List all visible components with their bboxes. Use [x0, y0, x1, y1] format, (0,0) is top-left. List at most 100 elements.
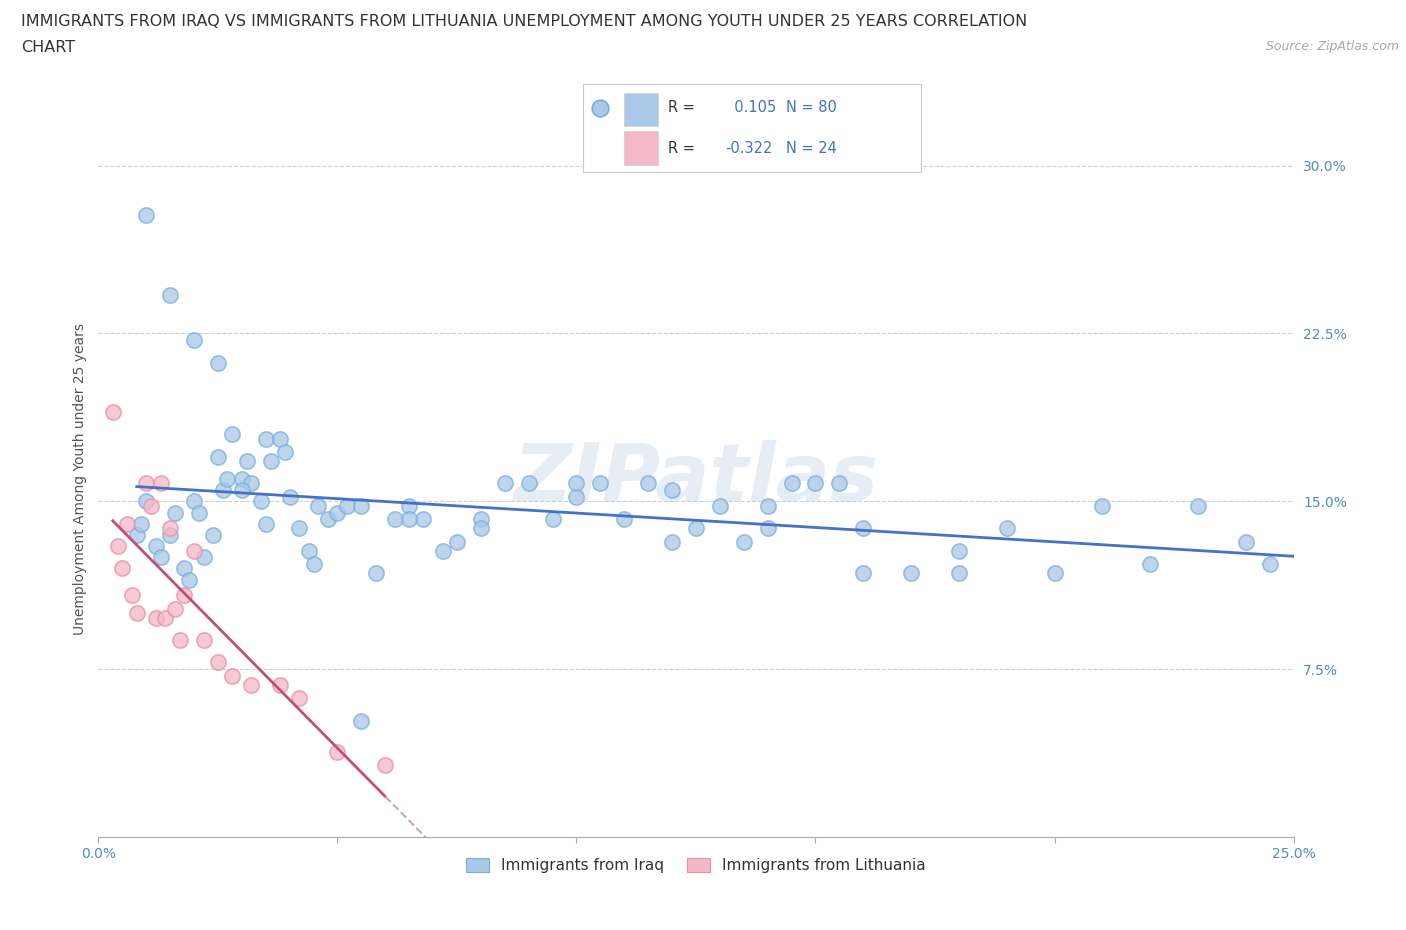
FancyBboxPatch shape	[624, 93, 658, 126]
Point	[254, 432, 277, 446]
Point	[183, 543, 205, 558]
Point	[269, 677, 291, 692]
FancyBboxPatch shape	[624, 131, 658, 165]
Point	[163, 602, 186, 617]
Point	[145, 538, 167, 553]
Point	[135, 494, 157, 509]
Point	[259, 454, 281, 469]
Point	[235, 454, 257, 469]
Point	[326, 745, 349, 760]
Point	[302, 556, 325, 571]
Point	[125, 605, 148, 620]
Point	[231, 483, 253, 498]
Text: R =: R =	[668, 140, 695, 155]
Point	[852, 565, 875, 580]
Point	[240, 677, 263, 692]
Point	[384, 512, 406, 526]
Point	[159, 521, 181, 536]
Point	[135, 207, 157, 222]
Point	[432, 543, 454, 558]
Point	[173, 588, 195, 603]
Point	[350, 498, 373, 513]
Point	[149, 476, 172, 491]
Text: 0.105: 0.105	[725, 100, 776, 115]
Point	[221, 427, 243, 442]
Point	[412, 512, 434, 526]
Point	[589, 476, 612, 491]
Point	[139, 498, 162, 513]
Point	[804, 476, 827, 491]
Point	[179, 572, 201, 587]
Point	[541, 512, 564, 526]
Point	[733, 534, 755, 549]
Point	[163, 505, 186, 520]
Point	[207, 355, 229, 370]
Point	[221, 669, 243, 684]
Point	[374, 758, 396, 773]
Point	[254, 516, 277, 531]
Point	[159, 288, 181, 303]
Point	[398, 512, 420, 526]
Point	[269, 432, 291, 446]
Point	[756, 521, 779, 536]
Point	[1258, 556, 1281, 571]
Point	[101, 405, 124, 419]
Text: N = 80: N = 80	[786, 100, 837, 115]
Point	[274, 445, 297, 459]
Legend: Immigrants from Iraq, Immigrants from Lithuania: Immigrants from Iraq, Immigrants from Li…	[460, 852, 932, 880]
Point	[900, 565, 922, 580]
Point	[183, 333, 205, 348]
Point	[125, 527, 148, 542]
Point	[709, 498, 731, 513]
Point	[613, 512, 636, 526]
Point	[1187, 498, 1209, 513]
Point	[173, 561, 195, 576]
Point	[637, 476, 659, 491]
Point	[756, 498, 779, 513]
Point	[1043, 565, 1066, 580]
Point	[202, 527, 225, 542]
Y-axis label: Unemployment Among Youth under 25 years: Unemployment Among Youth under 25 years	[73, 323, 87, 635]
Point	[250, 494, 273, 509]
Point	[193, 550, 215, 565]
Point	[517, 476, 540, 491]
Point	[1234, 534, 1257, 549]
Point	[135, 476, 157, 491]
Point	[121, 588, 143, 603]
Point	[193, 632, 215, 647]
Point	[307, 498, 329, 513]
Point	[780, 476, 803, 491]
Point	[1139, 556, 1161, 571]
Point	[207, 655, 229, 670]
Point	[828, 476, 851, 491]
Point	[1091, 498, 1114, 513]
Point	[111, 561, 134, 576]
Point	[288, 691, 311, 706]
Point	[240, 476, 263, 491]
Point	[948, 543, 970, 558]
Point	[565, 489, 588, 504]
Point	[948, 565, 970, 580]
Point	[207, 449, 229, 464]
Point	[145, 610, 167, 625]
Point	[470, 512, 492, 526]
Point	[565, 476, 588, 491]
Point	[298, 543, 321, 558]
Point	[852, 521, 875, 536]
Point	[446, 534, 468, 549]
Point	[685, 521, 707, 536]
Point	[169, 632, 191, 647]
Point	[149, 550, 172, 565]
Point	[278, 489, 301, 504]
Point	[494, 476, 516, 491]
Point	[107, 538, 129, 553]
Point	[159, 527, 181, 542]
Point	[211, 483, 233, 498]
Text: CHART: CHART	[21, 40, 75, 55]
Point	[217, 472, 239, 486]
Point	[398, 498, 420, 513]
Point	[336, 498, 359, 513]
Point	[661, 483, 683, 498]
Point	[326, 505, 349, 520]
Point	[183, 494, 205, 509]
